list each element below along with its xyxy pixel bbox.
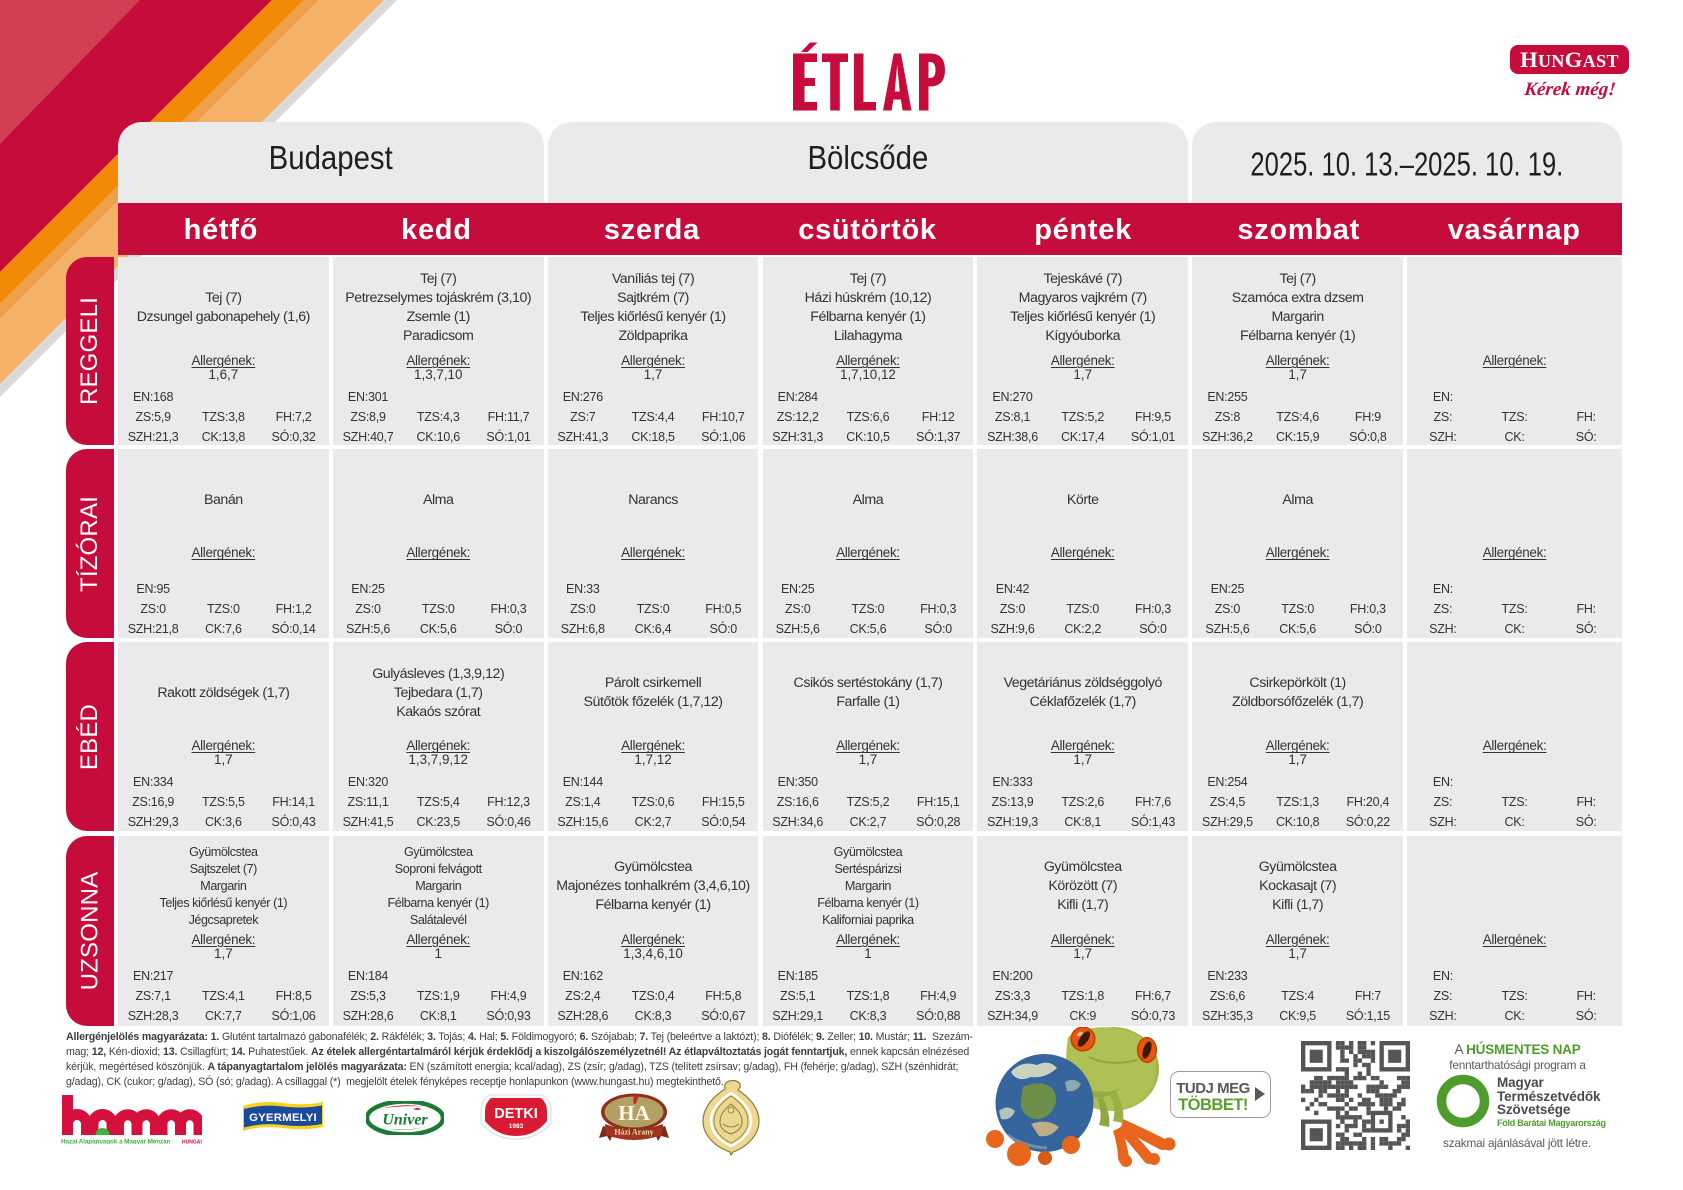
svg-text:HUNGAST: HUNGAST bbox=[182, 1140, 202, 1145]
svg-text:HA: HA bbox=[618, 1101, 650, 1125]
svg-text:1983: 1983 bbox=[509, 1123, 524, 1130]
svg-text:Hazai Alapanyagok a Magyar Men: Hazai Alapanyagok a Magyar Menzán bbox=[61, 1139, 171, 1145]
svg-text:Univer: Univer bbox=[382, 1112, 428, 1129]
svg-text:GYERMELYI: GYERMELYI bbox=[249, 1112, 317, 1124]
svg-text:DETKI: DETKI bbox=[494, 1106, 538, 1122]
svg-text:Házi Arany: Házi Arany bbox=[614, 1128, 653, 1137]
